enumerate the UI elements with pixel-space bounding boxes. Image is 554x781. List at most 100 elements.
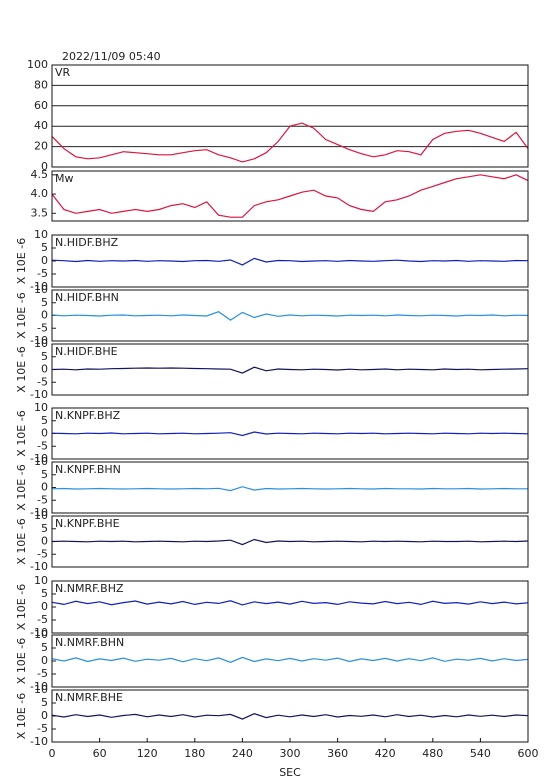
panel-frame xyxy=(51,64,529,168)
y-tick-label: 5 xyxy=(41,587,48,600)
trace xyxy=(51,600,529,606)
y-tick-label: 5 xyxy=(41,468,48,481)
y-tick-label: 0 xyxy=(41,535,48,548)
y-tick-label: 60 xyxy=(34,99,48,112)
trace xyxy=(51,713,529,720)
panel-label: N.HIDF.BHE xyxy=(55,345,118,358)
x-axis-label: SEC xyxy=(279,766,301,779)
y-tick-label: 4.0 xyxy=(31,187,49,200)
panel-frame xyxy=(51,289,529,342)
y-tick-label: -5 xyxy=(37,375,48,388)
panel-frame xyxy=(51,634,529,688)
panel-label: N.KNPF.BHE xyxy=(55,517,120,530)
y-tick-label: -10 xyxy=(30,560,48,573)
y-tick-label: 0 xyxy=(41,309,48,322)
y-tick-label: 0 xyxy=(41,254,48,267)
y-tick-label: 10 xyxy=(34,337,48,350)
y-tick-label: -5 xyxy=(37,722,48,735)
y-tick-label: 80 xyxy=(34,78,48,91)
panel-label: N.NMRF.BHE xyxy=(55,691,123,704)
y-tick-label: -5 xyxy=(37,493,48,506)
y-tick-label: 10 xyxy=(34,228,48,241)
y-axis-label: X 10E -6 xyxy=(15,292,28,338)
panel-frame xyxy=(51,234,529,288)
panel-frame xyxy=(51,343,529,396)
y-tick-label: 4.5 xyxy=(31,168,49,181)
y-tick-label: -10 xyxy=(30,280,48,293)
x-tick-label: 360 xyxy=(327,747,348,760)
y-tick-label: 0 xyxy=(41,427,48,440)
trace xyxy=(51,122,529,163)
y-tick-label: 20 xyxy=(34,140,48,153)
y-tick-label: -5 xyxy=(37,321,48,334)
y-axis-label: X 10E -6 xyxy=(15,638,28,684)
y-tick-label: 0 xyxy=(41,481,48,494)
trace xyxy=(51,174,529,218)
x-tick-label: 540 xyxy=(470,747,491,760)
y-axis-label: X 10E -6 xyxy=(15,410,28,456)
panel-label: N.KNPF.BHN xyxy=(55,463,121,476)
trace xyxy=(51,257,529,266)
x-tick-label: 180 xyxy=(184,747,205,760)
panel-label: Mw xyxy=(55,172,74,185)
x-tick-label: 120 xyxy=(137,747,158,760)
y-axis-label: X 10E -6 xyxy=(15,238,28,284)
panel-frame xyxy=(51,515,529,568)
y-tick-label: 5 xyxy=(41,641,48,654)
x-tick-label: 600 xyxy=(518,747,539,760)
panel-frame xyxy=(51,170,529,222)
y-tick-label: 10 xyxy=(34,628,48,641)
y-tick-label: -10 xyxy=(30,626,48,639)
trace xyxy=(51,311,529,321)
y-axis-label: X 10E -6 xyxy=(15,464,28,510)
y-tick-label: -10 xyxy=(30,334,48,347)
y-tick-label: 5 xyxy=(41,414,48,427)
y-tick-label: -5 xyxy=(37,267,48,280)
y-tick-label: 5 xyxy=(41,522,48,535)
y-tick-label: 5 xyxy=(41,296,48,309)
panel-frame xyxy=(51,461,529,514)
y-tick-label: 5 xyxy=(41,696,48,709)
panel-label: N.NMRF.BHZ xyxy=(55,582,124,595)
y-tick-label: -10 xyxy=(30,452,48,465)
x-tick-label: 420 xyxy=(375,747,396,760)
trace xyxy=(51,366,529,374)
panel-frame xyxy=(51,407,529,460)
y-tick-label: 0 xyxy=(41,363,48,376)
y-tick-label: 10 xyxy=(34,683,48,696)
y-tick-label: -5 xyxy=(37,547,48,560)
chart-title: 2022/11/09 05:40 xyxy=(62,50,161,63)
y-tick-label: 10 xyxy=(34,401,48,414)
y-axis-label: X 10E -6 xyxy=(15,518,28,564)
panel-label: VR xyxy=(55,66,71,79)
x-tick-label: 60 xyxy=(93,747,107,760)
y-tick-label: 0 xyxy=(41,160,48,173)
y-tick-label: -10 xyxy=(30,388,48,401)
panel-frame xyxy=(51,580,529,634)
trace xyxy=(51,538,529,546)
y-tick-label: 10 xyxy=(34,283,48,296)
y-axis-label: X 10E -6 xyxy=(15,693,28,739)
y-tick-label: -5 xyxy=(37,439,48,452)
y-tick-label: 0 xyxy=(41,600,48,613)
y-tick-label: 5 xyxy=(41,350,48,363)
panel-label: N.NMRF.BHN xyxy=(55,636,124,649)
panel-label: N.HIDF.BHZ xyxy=(55,236,119,249)
trace xyxy=(51,486,528,492)
panel-label: N.HIDF.BHN xyxy=(55,291,119,304)
y-tick-label: 10 xyxy=(34,509,48,522)
y-tick-label: -10 xyxy=(30,506,48,519)
y-axis-label: X 10E -6 xyxy=(15,346,28,392)
trace xyxy=(51,656,529,663)
x-tick-label: 300 xyxy=(280,747,301,760)
y-tick-label: 10 xyxy=(34,574,48,587)
panel-label: N.KNPF.BHZ xyxy=(55,409,121,422)
y-axis-label: X 10E -6 xyxy=(15,584,28,630)
y-tick-label: 3.5 xyxy=(31,206,49,219)
y-tick-label: -5 xyxy=(37,667,48,680)
y-tick-label: -10 xyxy=(30,735,48,748)
y-tick-label: 0 xyxy=(41,654,48,667)
y-tick-label: 40 xyxy=(34,119,48,132)
y-tick-label: -5 xyxy=(37,613,48,626)
